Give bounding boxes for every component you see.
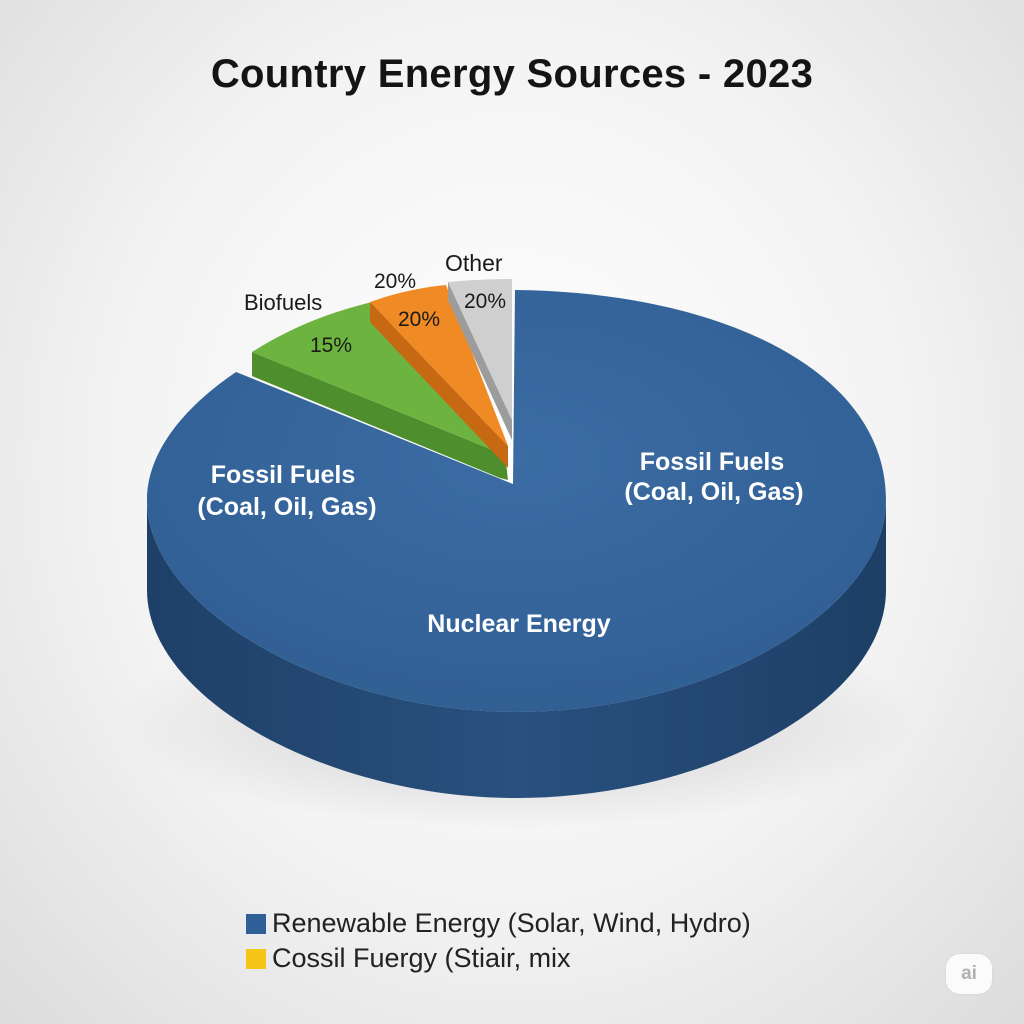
pie-slice-biofuels-side — [252, 352, 508, 480]
annotation-right-line2: (Coal, Oil, Gas) — [624, 478, 803, 506]
slice-value-biofuels: 15% — [310, 334, 352, 357]
slice-value-other: 20% — [464, 290, 506, 313]
legend-item: Renewable Energy (Solar, Wind, Hydro) — [246, 906, 751, 941]
legend-label: Cossil Fuergy (Stiair, mix — [272, 943, 571, 973]
legend-item: Cossil Fuergy (Stiair, mix — [246, 941, 751, 976]
legend-swatch-fossil — [246, 948, 266, 969]
annotation-right-line1: Fossil Fuels — [640, 448, 784, 476]
pie-slice-other-side — [448, 282, 512, 440]
annotation-left-line1: Fossil Fuels — [211, 461, 355, 489]
legend-swatch-renewable — [246, 913, 266, 934]
annotation-center: Nuclear Energy — [427, 610, 611, 638]
slice-label-biofuels: Biofuels — [244, 290, 322, 315]
annotation-left-line2: (Coal, Oil, Gas) — [197, 493, 376, 521]
ai-watermark-badge: ai — [946, 954, 992, 994]
legend-label: Renewable Energy (Solar, Wind, Hydro) — [272, 908, 751, 938]
pie-slice-biofuels — [252, 302, 505, 455]
slice-label-orange: 20% — [374, 270, 416, 293]
chart-title: Country Energy Sources - 2023 — [210, 52, 814, 96]
pie-slice-orange-side — [370, 302, 508, 468]
pie-slice-main-side — [147, 500, 886, 798]
slice-label-other: Other — [445, 250, 503, 276]
pie-slice-other — [448, 279, 512, 420]
pie-slice-orange — [370, 285, 508, 446]
slice-value-orange: 20% — [398, 308, 440, 331]
pie-slice-main — [147, 290, 886, 712]
chart-legend: Renewable Energy (Solar, Wind, Hydro) Co… — [246, 906, 751, 976]
